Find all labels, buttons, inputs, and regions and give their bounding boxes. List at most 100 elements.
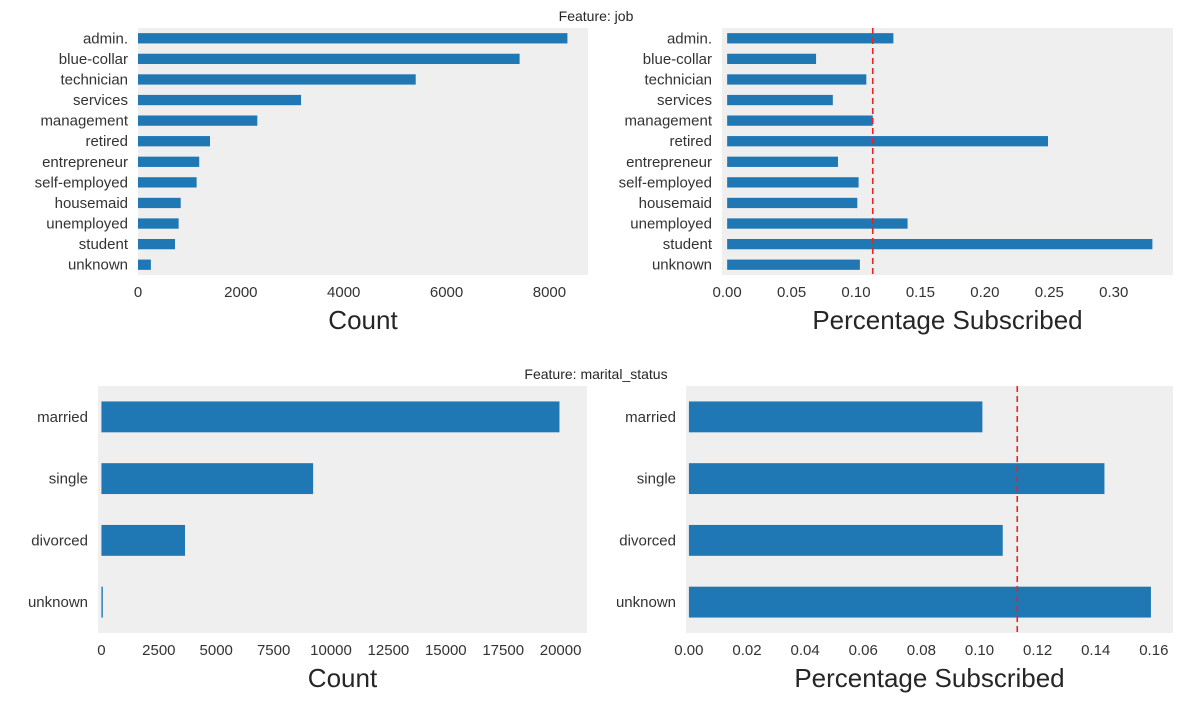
x-tick-label: 0.25 [1035, 284, 1064, 301]
y-tick-label: technician [644, 71, 712, 88]
x-tick-label: 4000 [327, 284, 360, 301]
chart-panel-3: married single divorced unknown 0.00 0.02 0.04… [616, 386, 1173, 693]
y-tick-label: entrepreneur [626, 154, 712, 171]
y-tick-label: unemployed [46, 216, 128, 233]
x-tick-label: 0.30 [1099, 284, 1128, 301]
bar-single [688, 463, 1105, 495]
suptitle-marital-status: Feature: marital_status [524, 366, 668, 382]
bar-admin [138, 33, 568, 44]
x-tick-label: 0 [134, 284, 142, 301]
bar-unemployed [727, 218, 908, 229]
y-tick-label: unknown [652, 257, 712, 274]
x-axis-label: Count [328, 305, 398, 335]
bar-unknown [138, 259, 151, 270]
x-tick-label: 10000 [310, 642, 352, 659]
x-tick-label: 15000 [425, 642, 467, 659]
bar-single [101, 463, 314, 495]
bar-entrepreneur [727, 156, 838, 167]
y-tick-label: unknown [28, 594, 88, 611]
bar-self-employed [727, 177, 859, 188]
x-tick-label: 0.00 [713, 284, 742, 301]
bar-technician [138, 74, 416, 85]
y-tick-label: management [40, 113, 128, 130]
x-tick-label: 2500 [142, 642, 175, 659]
x-tick-label: 7500 [257, 642, 290, 659]
y-tick-label: housemaid [55, 195, 128, 212]
x-tick-label: 0.00 [674, 642, 703, 659]
y-tick-label: admin. [83, 30, 128, 47]
y-tick-label: single [637, 471, 676, 488]
bar-divorced [101, 524, 186, 556]
y-tick-label: married [37, 409, 88, 426]
x-tick-label: 0.15 [906, 284, 935, 301]
chart-panel-1: admin. blue-collar technician services manag… [619, 28, 1173, 335]
bar-admin [727, 33, 894, 44]
suptitle-job: Feature: job [558, 8, 634, 24]
x-tick-label: 0 [97, 642, 105, 659]
bar-blue-collar [727, 53, 817, 65]
bar-housemaid [138, 197, 181, 209]
bar-blue-collar [138, 53, 520, 65]
bar-entrepreneur [138, 156, 200, 167]
x-axis-label: Percentage Subscribed [812, 305, 1082, 335]
bar-self-employed [138, 177, 197, 188]
bar-unknown [688, 586, 1151, 618]
x-tick-label: 0.20 [970, 284, 999, 301]
bar-management [138, 115, 258, 126]
y-tick-label: divorced [31, 532, 88, 549]
bar-student [138, 238, 176, 250]
y-tick-label: student [79, 236, 129, 253]
y-tick-label: unemployed [630, 216, 712, 233]
y-tick-label: divorced [619, 532, 676, 549]
bar-unknown [727, 259, 860, 270]
y-tick-label: entrepreneur [42, 154, 128, 171]
y-tick-label: admin. [667, 30, 712, 47]
plot-area [138, 28, 588, 275]
bar-housemaid [727, 197, 858, 209]
y-tick-label: unknown [68, 257, 128, 274]
x-tick-label: 0.10 [965, 642, 994, 659]
bar-services [727, 94, 833, 106]
y-tick-label: services [657, 92, 712, 109]
chart-panel-2: married single divorced unknown 0 2500 5000 750… [28, 386, 587, 693]
x-tick-label: 0.02 [732, 642, 761, 659]
y-tick-label: unknown [616, 594, 676, 611]
y-tick-label: housemaid [639, 195, 712, 212]
bar-unknown [101, 586, 103, 618]
y-tick-label: student [663, 236, 713, 253]
y-tick-label: retired [85, 133, 128, 150]
bar-services [138, 94, 302, 106]
y-tick-label: self-employed [619, 174, 712, 191]
x-tick-label: 0.05 [777, 284, 806, 301]
y-tick-label: self-employed [35, 174, 128, 191]
bar-married [101, 401, 560, 433]
x-tick-label: 0.14 [1081, 642, 1110, 659]
bar-retired [138, 136, 210, 147]
y-tick-label: retired [669, 133, 712, 150]
y-tick-label: married [625, 409, 676, 426]
y-tick-label: services [73, 92, 128, 109]
y-tick-label: single [49, 471, 88, 488]
bar-student [727, 238, 1153, 250]
x-tick-label: 0.12 [1023, 642, 1052, 659]
y-tick-label: technician [60, 71, 128, 88]
x-tick-label: 0.06 [849, 642, 878, 659]
x-tick-label: 0.10 [841, 284, 870, 301]
bar-unemployed [138, 218, 179, 229]
bar-management [727, 115, 873, 126]
x-tick-label: 20000 [540, 642, 582, 659]
x-axis-label: Percentage Subscribed [794, 663, 1064, 693]
bar-technician [727, 74, 867, 85]
x-tick-label: 0.04 [791, 642, 820, 659]
x-tick-label: 0.08 [907, 642, 936, 659]
x-tick-label: 6000 [430, 284, 463, 301]
y-tick-label: blue-collar [59, 51, 128, 68]
x-tick-label: 2000 [224, 284, 257, 301]
bar-married [688, 401, 983, 433]
y-tick-label: blue-collar [643, 51, 712, 68]
plot-area [722, 28, 1173, 275]
x-tick-label: 0.16 [1139, 642, 1168, 659]
y-tick-label: management [624, 113, 712, 130]
x-tick-label: 12500 [368, 642, 410, 659]
